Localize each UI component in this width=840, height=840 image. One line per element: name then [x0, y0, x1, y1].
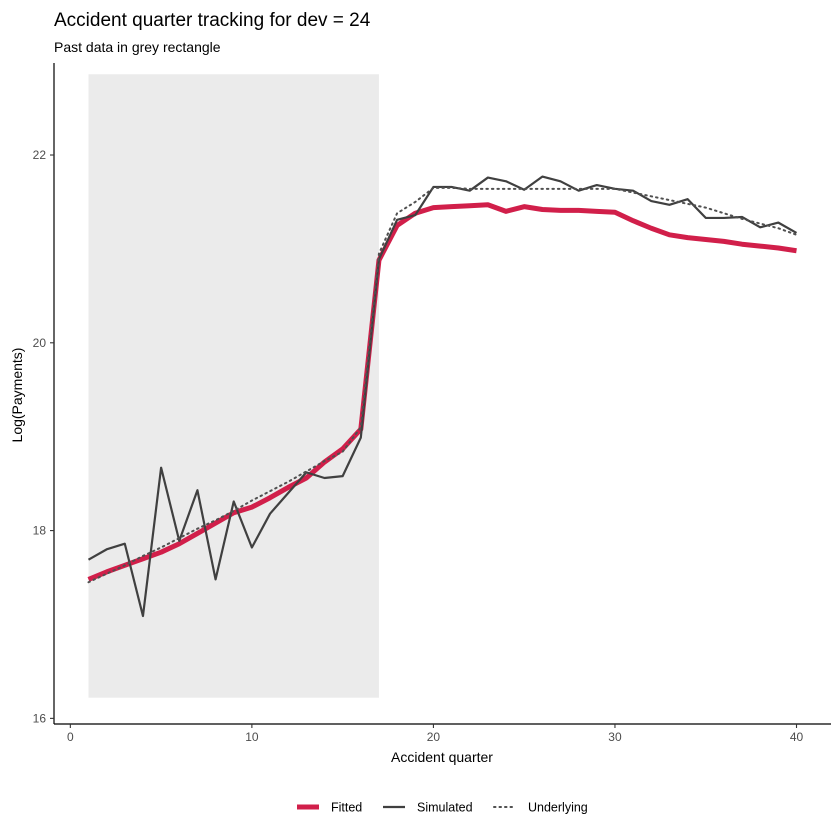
- legend-label-underlying: Underlying: [528, 801, 588, 815]
- series-line-underlying: [87, 186, 798, 584]
- series-line-fitted: [87, 202, 797, 582]
- chart-title: Accident quarter tracking for dev = 24: [54, 10, 371, 31]
- y-tick-label: 20: [33, 336, 47, 350]
- legend-label-fitted: Fitted: [331, 801, 362, 815]
- y-tick-label: 18: [33, 524, 47, 538]
- x-tick-label: 0: [67, 730, 74, 744]
- chart-subtitle: Past data in grey rectangle: [54, 39, 221, 55]
- y-tick-label: 16: [33, 711, 47, 725]
- x-tick-label: 20: [427, 730, 441, 744]
- series-layer: [87, 175, 798, 618]
- x-axis-ticks: 0 10 20 30 40: [67, 724, 804, 744]
- x-tick-label: 10: [245, 730, 259, 744]
- y-axis-title: Log(Payments): [9, 348, 25, 443]
- y-tick-label: 22: [33, 148, 47, 162]
- legend-label-simulated: Simulated: [417, 801, 473, 815]
- plot-area: 0 10 20 30 40 16 18 20 22: [33, 63, 831, 744]
- y-axis-ticks: 16 18 20 22: [33, 148, 54, 725]
- x-tick-label: 40: [790, 730, 804, 744]
- x-tick-label: 30: [608, 730, 622, 744]
- legend: Fitted Simulated Underlying: [297, 801, 588, 815]
- past-data-rectangle: [88, 74, 379, 698]
- x-axis-title: Accident quarter: [391, 749, 493, 765]
